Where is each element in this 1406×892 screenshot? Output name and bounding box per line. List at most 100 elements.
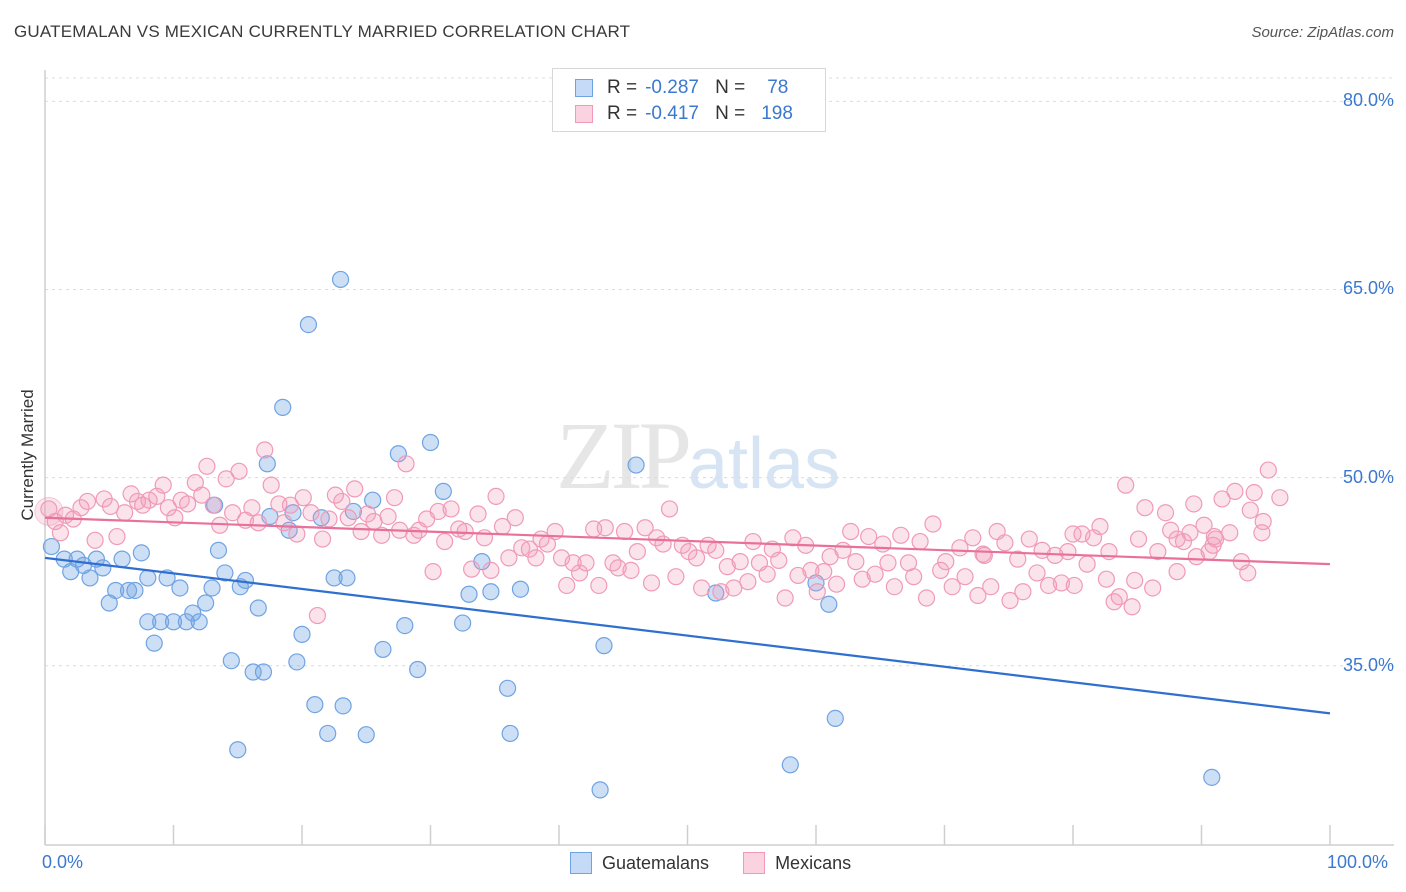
mexican-point bbox=[667, 568, 685, 586]
guatemalan-point bbox=[591, 781, 609, 799]
series-legend: Guatemalans Mexicans bbox=[570, 852, 885, 874]
mexican-point bbox=[937, 553, 955, 571]
mexican-point bbox=[1195, 516, 1213, 534]
guatemalan-point bbox=[229, 741, 247, 759]
watermark-atlas: atlas bbox=[688, 424, 841, 504]
guatemalan-point bbox=[113, 550, 131, 568]
mexican-point bbox=[642, 574, 661, 592]
mexican-point bbox=[758, 565, 776, 583]
mexican-point bbox=[1009, 550, 1027, 568]
guatemalan-point bbox=[826, 709, 844, 727]
mexican-point bbox=[660, 500, 679, 518]
mexican-point bbox=[346, 480, 364, 498]
mexican-point bbox=[1097, 570, 1116, 588]
guatemalan-point bbox=[409, 660, 427, 679]
mexican-point bbox=[815, 563, 833, 581]
r-label: R = bbox=[607, 77, 638, 98]
mexican-point bbox=[577, 554, 595, 572]
guatemalan-point bbox=[145, 634, 163, 652]
mexican-point bbox=[275, 514, 293, 532]
chart-title: GUATEMALAN VS MEXICAN CURRENTLY MARRIED … bbox=[14, 22, 631, 41]
y-tick-label: 35.0% bbox=[1342, 654, 1394, 675]
mexican-point bbox=[1144, 579, 1162, 597]
mexican-point bbox=[731, 553, 749, 571]
mexican-point bbox=[892, 526, 910, 544]
guatemalan-point bbox=[299, 315, 318, 334]
x-tick-label-max: 100.0% bbox=[1327, 852, 1389, 872]
mexican-point bbox=[352, 522, 370, 541]
mexican-point bbox=[866, 565, 884, 583]
mexican-point bbox=[385, 489, 404, 507]
legend-row-mexicans: R = -0.417 N = 198 bbox=[575, 102, 793, 126]
mexican-point bbox=[570, 564, 589, 582]
mexican-point bbox=[1185, 495, 1203, 513]
n-value: 198 bbox=[761, 103, 793, 124]
mexican-point bbox=[482, 561, 500, 580]
mexican-point bbox=[506, 509, 524, 527]
mexican-point bbox=[308, 606, 327, 625]
guatemalan-point bbox=[511, 580, 530, 598]
mexican-point bbox=[1059, 542, 1077, 561]
guatemalan-point bbox=[288, 653, 306, 671]
mexicans-legend-swatch bbox=[743, 852, 766, 874]
stats-legend: R = -0.287 N = 78 R = -0.417 N = 198 bbox=[552, 68, 826, 132]
mexican-point bbox=[1259, 461, 1277, 479]
mexican-point bbox=[500, 549, 518, 567]
mexican-point bbox=[108, 527, 126, 546]
mexican-point bbox=[879, 554, 897, 572]
mexican-point bbox=[1181, 524, 1199, 542]
mexican-point bbox=[974, 545, 992, 563]
mexican-point bbox=[217, 470, 235, 488]
mexican-point bbox=[1123, 598, 1141, 616]
mexican-point bbox=[725, 579, 743, 597]
mexican-point bbox=[198, 457, 216, 475]
mexican-point bbox=[982, 578, 1000, 596]
mexican-point bbox=[463, 560, 481, 578]
mexican-point bbox=[917, 589, 936, 607]
guatemalan-point bbox=[177, 613, 195, 631]
mexican-point bbox=[1156, 504, 1175, 522]
mexican-point bbox=[262, 476, 280, 494]
mexican-point bbox=[609, 559, 627, 577]
mexican-point bbox=[622, 561, 640, 580]
mexican-point bbox=[1271, 489, 1289, 507]
guatemalan-point bbox=[421, 433, 440, 452]
mexican-point bbox=[943, 578, 961, 596]
guatemalan-point bbox=[499, 679, 517, 697]
mexican-point bbox=[224, 504, 242, 522]
mexican-point bbox=[429, 502, 447, 521]
mexican-point bbox=[615, 522, 634, 541]
legend-label-guatemalans: Guatemalans bbox=[602, 852, 710, 873]
n-label: N = bbox=[715, 103, 746, 124]
mexican-point bbox=[744, 532, 762, 551]
mexican-point bbox=[1129, 530, 1148, 548]
mexican-point bbox=[469, 505, 487, 523]
mexican-point bbox=[596, 519, 614, 537]
mexican-point bbox=[249, 514, 267, 532]
mexican-point bbox=[34, 496, 64, 526]
mexican-point bbox=[475, 529, 494, 547]
mexican-point bbox=[718, 558, 736, 576]
mexican-point bbox=[1149, 542, 1167, 561]
n-value: 78 bbox=[767, 77, 789, 98]
mexican-point bbox=[1014, 583, 1032, 601]
mexican-point bbox=[860, 527, 878, 546]
mexican-point bbox=[776, 589, 794, 607]
x-tick-label-min: 0.0% bbox=[42, 852, 84, 872]
mexican-point bbox=[101, 497, 120, 516]
mexican-point bbox=[874, 535, 892, 553]
mexican-point bbox=[294, 489, 312, 507]
watermark: ZIPatlas bbox=[556, 400, 840, 511]
guatemalan-point bbox=[434, 482, 452, 500]
mexican-point bbox=[924, 515, 942, 533]
mexican-point bbox=[78, 492, 97, 511]
mexican-point bbox=[72, 499, 90, 517]
mexican-point bbox=[847, 553, 865, 571]
mexican-point bbox=[520, 540, 539, 558]
chart-source: Source: ZipAtlas.com bbox=[1251, 24, 1394, 41]
mexican-point bbox=[320, 510, 338, 528]
mexican-point bbox=[159, 499, 177, 517]
guatemalan-point bbox=[81, 569, 99, 587]
mexican-point bbox=[885, 578, 903, 596]
mexican-point bbox=[808, 583, 826, 601]
